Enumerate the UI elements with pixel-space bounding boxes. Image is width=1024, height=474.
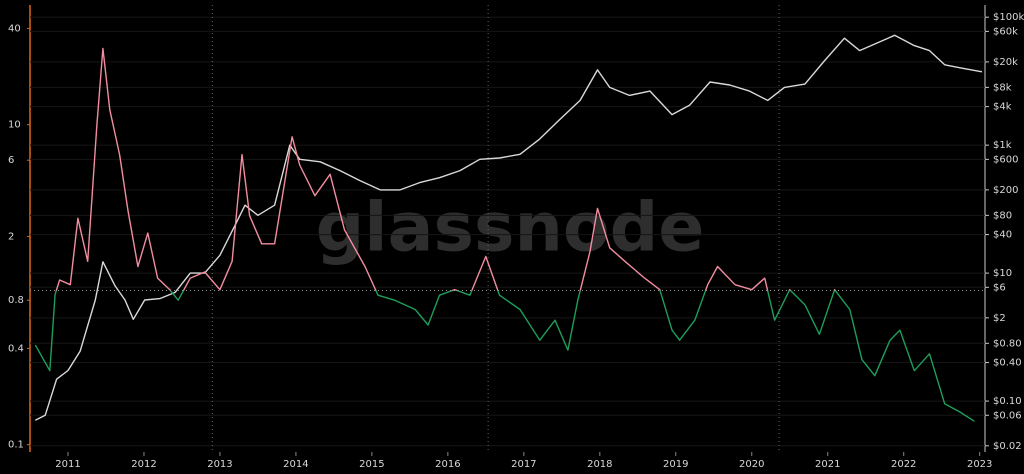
y-tick-label: 0.1 — [8, 440, 24, 451]
y2-tick-label: $4k — [993, 102, 1012, 113]
x-tick-label: 2013 — [207, 459, 232, 470]
x-tick-label: 2012 — [131, 459, 156, 470]
y2-tick-label: $600 — [993, 154, 1018, 165]
x-tick-label: 2021 — [815, 459, 840, 470]
y2-tick-label: $10 — [993, 268, 1012, 279]
x-tick-label: 2014 — [283, 459, 308, 470]
y2-tick-label: $80 — [993, 210, 1012, 221]
y-tick-label: 6 — [8, 155, 14, 166]
y-tick-label: 40 — [8, 23, 21, 34]
y2-tick-label: $20k — [993, 57, 1018, 68]
y2-tick-label: $0.40 — [993, 358, 1022, 369]
price-line — [34, 34, 983, 421]
x-tick-label: 2017 — [511, 459, 536, 470]
y2-tick-label: $8k — [993, 82, 1012, 93]
x-tick-label: 2020 — [739, 459, 764, 470]
y2-tick-label: $40 — [993, 230, 1012, 241]
ratio-line-below — [34, 290, 975, 422]
y2-tick-label: $200 — [993, 185, 1018, 196]
y-tick-label: 0.4 — [8, 343, 24, 354]
y2-tick-label: $100k — [993, 12, 1024, 23]
y-tick-label: 0.8 — [8, 295, 24, 306]
y2-tick-label: $0.80 — [993, 338, 1022, 349]
x-tick-label: 2018 — [587, 459, 612, 470]
y2-tick-label: $2 — [993, 313, 1006, 324]
y2-tick-label: $0.02 — [993, 441, 1022, 452]
x-tick-label: 2016 — [435, 459, 460, 470]
x-tick-label: 2011 — [55, 459, 80, 470]
y2-tick-label: $60k — [993, 26, 1018, 37]
ratio-line-above — [55, 47, 837, 291]
x-tick-label: 2019 — [663, 459, 688, 470]
y2-tick-label: $6 — [993, 282, 1006, 293]
y2-tick-label: $0.06 — [993, 410, 1022, 421]
x-tick-label: 2015 — [359, 459, 384, 470]
x-tick-label: 2023 — [967, 459, 992, 470]
x-tick-label: 2022 — [891, 459, 916, 470]
y-tick-label: 2 — [8, 232, 14, 243]
watermark: glassnode — [316, 189, 705, 268]
y2-tick-label: $0.10 — [993, 396, 1022, 407]
y-tick-label: 10 — [8, 120, 21, 131]
y2-tick-label: $1k — [993, 140, 1012, 151]
